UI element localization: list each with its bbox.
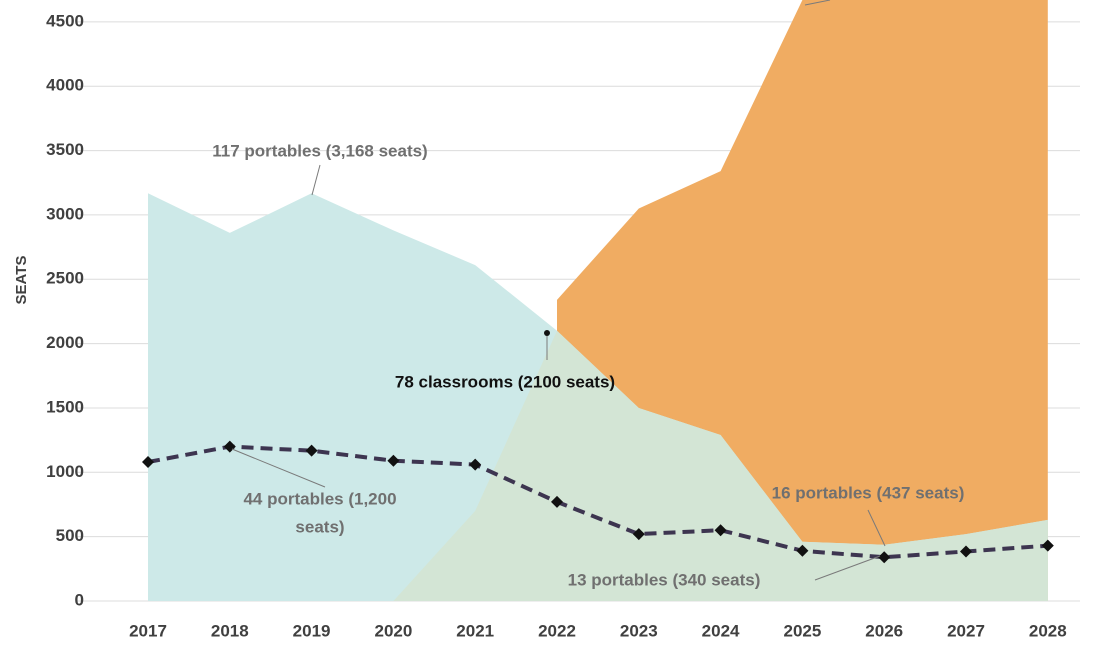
y-tick-label: 1000 <box>46 462 84 481</box>
leader-line <box>867 509 886 547</box>
marker <box>387 454 400 467</box>
marker <box>305 444 318 457</box>
x-tick-label: 2026 <box>865 621 903 640</box>
y-tick-label: 3500 <box>46 140 84 159</box>
marker <box>1041 539 1054 552</box>
leader-line <box>814 555 881 581</box>
marker <box>551 495 563 508</box>
x-tick-label: 2017 <box>129 621 167 640</box>
leader-line <box>804 0 831 6</box>
x-tick-label: 2023 <box>620 621 658 640</box>
x-tick-label: 2028 <box>1029 621 1067 640</box>
x-tick-label: 2020 <box>374 621 412 640</box>
leader-line <box>231 448 326 488</box>
x-tick-label: 2019 <box>293 621 331 640</box>
x-tick-label: 2027 <box>947 621 985 640</box>
y-tick-label: 0 <box>75 590 84 609</box>
leader-dot <box>544 330 550 336</box>
marker <box>632 528 645 541</box>
y-tick-label: 500 <box>56 526 84 545</box>
annotation: 117 portables (3,168 seats) <box>212 141 427 160</box>
x-tick-label: 2021 <box>456 621 494 640</box>
marker <box>469 458 482 471</box>
marker <box>878 551 891 564</box>
annotation: seats) <box>295 517 344 536</box>
marker <box>796 544 809 557</box>
y-tick-label: 4000 <box>46 76 84 95</box>
x-tick-label: 2024 <box>702 621 740 640</box>
line <box>147 444 1048 560</box>
leader-line <box>311 164 321 196</box>
marker <box>960 545 972 558</box>
y-tick-label: 4500 <box>46 11 84 30</box>
marker <box>142 456 154 469</box>
y-tick-label: 3000 <box>46 204 84 223</box>
area <box>393 330 1048 601</box>
x-tick-label: 2025 <box>783 621 821 640</box>
y-tick-label: 2500 <box>46 269 84 288</box>
annotation: 16 portables (437 seats) <box>772 483 965 502</box>
marker <box>714 524 727 537</box>
x-tick-label: 2018 <box>211 621 249 640</box>
y-axis-label: SEATS <box>13 256 30 305</box>
annotation: 78 classrooms (2100 seats) <box>395 372 615 391</box>
y-tick-label: 2000 <box>46 333 84 352</box>
y-tick-label: 1500 <box>46 397 84 416</box>
annotation: 13 portables (340 seats) <box>568 570 761 589</box>
annotation: 44 portables (1,200 <box>243 489 396 508</box>
x-tick-label: 2022 <box>538 621 576 640</box>
